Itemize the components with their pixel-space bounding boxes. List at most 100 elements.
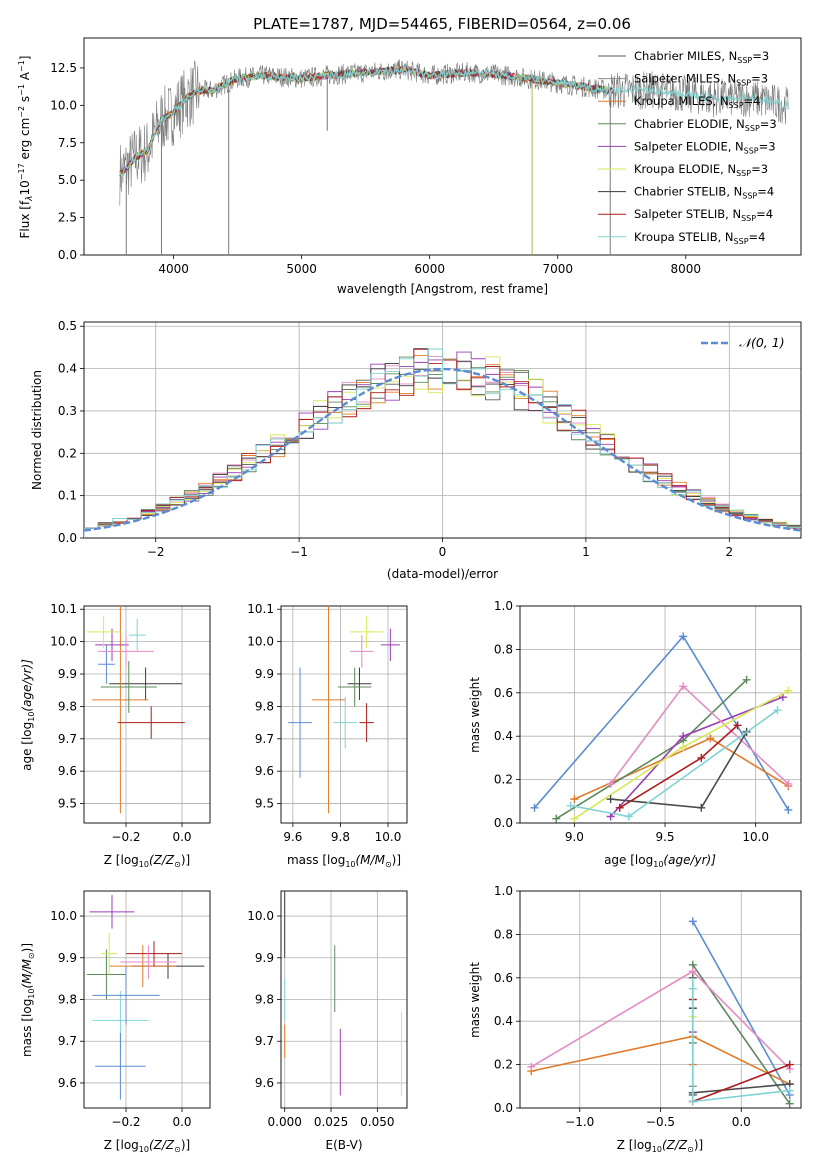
x-tick-label: 0.0 — [172, 1115, 191, 1129]
legend-label: Salpeter MILES, NSSP=3 — [634, 72, 768, 88]
y-tick-label: 9.6 — [255, 1076, 274, 1090]
weight-marker — [566, 801, 575, 810]
y-tick-label: 9.7 — [58, 732, 77, 746]
y-tick-label: 0.8 — [494, 927, 513, 941]
weight-marker — [785, 1086, 794, 1095]
y-tick-label: 9.7 — [255, 732, 274, 746]
weight-marker — [688, 917, 697, 926]
legend-label: Salpeter ELODIE, NSSP=3 — [634, 139, 776, 155]
weight-vs-Z-lines — [527, 917, 794, 1108]
x-tick-label: −0.5 — [646, 1115, 675, 1129]
y-axis-label: mass weight — [468, 962, 482, 1038]
x-tick-label: −1.0 — [565, 1115, 594, 1129]
errorbar-point — [95, 628, 129, 662]
y-tick-label: 0.2 — [494, 1058, 513, 1072]
errorbar-point — [128, 618, 146, 652]
x-tick-label: −0.2 — [111, 830, 140, 844]
y-tick-label: 2.5 — [58, 211, 77, 225]
errorbar-point — [109, 667, 182, 700]
y-tick-label: 9.6 — [255, 764, 274, 778]
x-tick-label: 4000 — [158, 262, 189, 276]
normal-curve — [84, 367, 801, 532]
y-tick-label: 0.4 — [58, 362, 77, 376]
weight-line — [692, 1063, 790, 1103]
y-tick-label: 9.9 — [58, 667, 77, 681]
y-tick-label: 10.1 — [50, 602, 77, 616]
figure-title: PLATE=1787, MJD=54465, FIBERID=0564, z=0… — [253, 15, 631, 33]
axes-frame — [280, 605, 408, 824]
errorbar-point — [288, 667, 312, 778]
residuals-axes: −2 −1 0 1 2 0.0 0.1 0.2 0.3 0.4 0.5 — [58, 319, 802, 559]
axes-frame — [83, 37, 802, 256]
x-tick-label: 9.6 — [283, 830, 302, 844]
x-tick-label: 0 — [439, 545, 447, 559]
errorbar-point — [109, 945, 177, 987]
y-tick-label: 10.0 — [50, 909, 77, 923]
y-tick-label: 0.2 — [494, 773, 513, 787]
y-tick-label: 0.2 — [58, 446, 77, 460]
errorbar-point — [311, 606, 346, 814]
x-tick-label: 8000 — [670, 262, 701, 276]
spectrum-lines — [119, 59, 789, 255]
x-tick-label: 6000 — [414, 262, 445, 276]
y-tick-label: 9.8 — [58, 699, 77, 713]
y-tick-label: 10.0 — [247, 635, 274, 649]
legend-label: Chabrier MILES, NSSP=3 — [634, 49, 769, 65]
age-vs-Z-points — [86, 606, 185, 814]
mass-vs-EBV-axes: 0.000 0.025 0.050 9.6 9.7 9.8 9.9 10.0 — [247, 890, 408, 1129]
weight-marker — [615, 803, 624, 812]
axes-frame — [83, 321, 802, 539]
y-tick-label: 9.8 — [58, 993, 77, 1007]
weight-marker — [778, 693, 787, 702]
weight-marker — [706, 734, 715, 743]
x-axis-label: wavelength [Angstrom, rest frame] — [337, 282, 548, 296]
y-tick-label: 10.0 — [50, 635, 77, 649]
errorbar-point — [89, 895, 135, 929]
legend-label: Chabrier STELIB, NSSP=4 — [634, 185, 774, 201]
y-axis-label: mass [log10(M/M⊙)] — [20, 943, 36, 1057]
age-vs-mass-points — [288, 606, 400, 814]
y-tick-label: 12.5 — [50, 61, 77, 75]
x-tick-label: 7000 — [542, 262, 573, 276]
weight-marker — [784, 805, 793, 814]
mass-vs-EBV-points — [284, 891, 402, 1096]
errorbar-point — [359, 703, 374, 743]
weight-vs-Z-axes: −1.0 −0.5 0.0 0.0 0.2 0.4 0.6 0.8 1.0 — [494, 884, 802, 1129]
weight-marker — [570, 795, 579, 804]
weight-marker — [679, 682, 688, 691]
weight-vs-age-lines — [530, 632, 793, 823]
x-tick-label: 9.8 — [331, 830, 350, 844]
axes-frame — [519, 605, 802, 824]
axes-frame — [83, 890, 211, 1109]
x-axis-label: (data-model)/error — [387, 567, 498, 581]
x-tick-label: 0.0 — [732, 1115, 751, 1129]
weight-marker — [697, 753, 706, 762]
y-tick-label: 1.0 — [494, 599, 513, 613]
weight-marker — [679, 632, 688, 641]
x-tick-label: 9.5 — [655, 830, 674, 844]
y-tick-label: 9.9 — [255, 667, 274, 681]
weight-marker — [785, 1099, 794, 1108]
age-vs-mass-axes: 9.6 9.8 10.0 9.5 9.6 9.7 9.8 9.9 10.0 10.1 — [247, 602, 408, 844]
spectrum-legend: Chabrier MILES, NSSP=3 Salpeter MILES, NS… — [598, 49, 777, 246]
y-tick-label: 5.0 — [58, 173, 77, 187]
histograms — [84, 348, 801, 538]
y-tick-label: 0.4 — [494, 1014, 513, 1028]
errorbar-point — [92, 966, 160, 1025]
x-tick-label: 10.0 — [375, 830, 402, 844]
errorbar-point — [92, 606, 149, 814]
y-tick-label: 0.0 — [58, 531, 77, 545]
errorbar-point — [120, 945, 177, 979]
weight-marker — [624, 812, 633, 821]
weight-marker — [552, 814, 561, 823]
y-axis-label: mass weight — [468, 677, 482, 753]
y-axis-label: age [log10(age/yr)] — [20, 659, 36, 771]
errorbar-point — [333, 696, 358, 749]
y-tick-label: 9.6 — [58, 764, 77, 778]
y-tick-label: 0.0 — [494, 816, 513, 830]
weight-line — [692, 921, 791, 1096]
errorbar-point — [347, 667, 372, 700]
axes-frame — [280, 890, 408, 1109]
y-tick-label: 1.0 — [494, 884, 513, 898]
x-tick-label: 0.050 — [360, 1115, 394, 1129]
